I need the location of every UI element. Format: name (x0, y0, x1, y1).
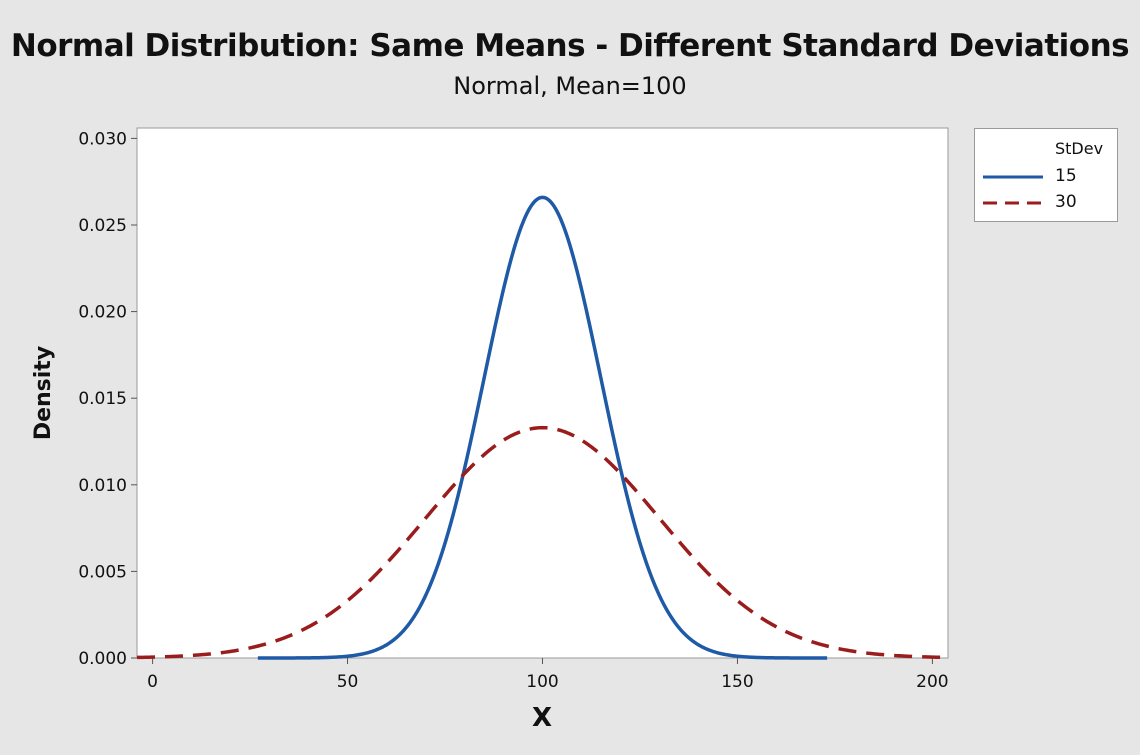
legend-label: 30 (1055, 192, 1077, 212)
y-axis: 0.000 0.005 0.010 0.015 0.020 0.025 0.030 (78, 129, 137, 669)
x-tick-label: 50 (337, 672, 359, 692)
legend-label: 15 (1055, 166, 1077, 186)
x-tick-label: 200 (916, 672, 948, 692)
legend: StDev 15 30 (974, 128, 1118, 222)
legend-entry-15: 15 (975, 165, 1119, 189)
chart-title: Normal Distribution: Same Means - Differ… (10, 28, 1130, 64)
chart-subtitle: Normal, Mean=100 (453, 72, 687, 100)
series-line-stdev-30 (136, 425, 949, 660)
x-tick-label: 150 (721, 672, 753, 692)
x-axis-label: X (532, 703, 552, 733)
legend-entry-30: 30 (975, 191, 1119, 215)
legend-swatch-dashed (983, 201, 1043, 205)
series-line-stdev-15 (257, 195, 828, 660)
y-tick-label: 0.010 (78, 476, 127, 496)
legend-swatch-solid (983, 175, 1043, 179)
x-axis: 0 50 100 150 200 (147, 658, 949, 692)
plot-area (136, 127, 949, 659)
y-tick-label: 0.020 (78, 303, 127, 323)
series-layer (136, 195, 949, 660)
y-axis-label: Density (31, 346, 56, 440)
x-tick-label: 0 (147, 672, 158, 692)
legend-title: StDev (1055, 139, 1104, 158)
y-tick-label: 0.030 (78, 129, 127, 149)
y-tick-label: 0.005 (78, 562, 127, 582)
x-tick-label: 100 (526, 672, 558, 692)
y-tick-label: 0.015 (78, 389, 127, 409)
y-tick-label: 0.025 (78, 216, 127, 236)
y-tick-label: 0.000 (78, 649, 127, 669)
